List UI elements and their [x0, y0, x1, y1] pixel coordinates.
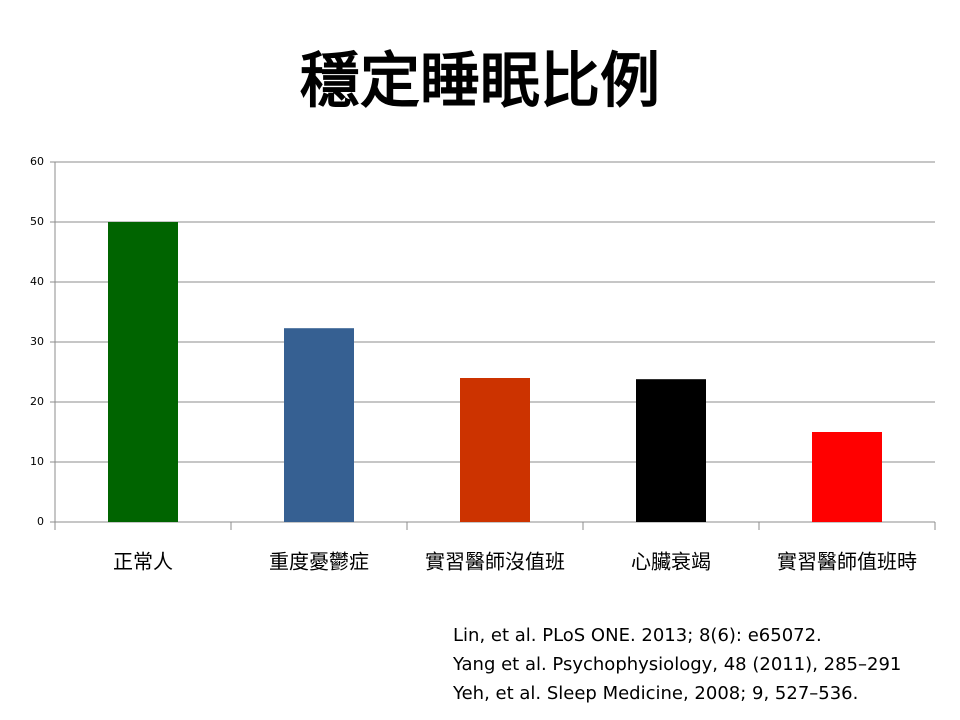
y-tick-label: 30 [30, 335, 44, 348]
bar [460, 378, 530, 522]
bar [812, 432, 882, 522]
x-tick-label: 心臟衰竭 [631, 550, 711, 574]
citation: Lin, et al. PLoS ONE. 2013; 8(6): e65072… [453, 625, 822, 646]
bar [108, 222, 178, 522]
chart-title: 穩定睡眠比例 [300, 47, 660, 117]
citation: Yang et al. Psychophysiology, 48 (2011),… [452, 654, 901, 675]
x-tick-label: 重度憂鬱症 [269, 550, 369, 574]
y-tick-label: 10 [30, 455, 44, 468]
x-tick-label: 正常人 [113, 550, 173, 574]
bar [636, 379, 706, 522]
bar [284, 328, 354, 522]
y-tick-label: 40 [30, 275, 44, 288]
y-tick-label: 50 [30, 215, 44, 228]
x-tick-label: 實習醫師值班時 [777, 550, 917, 574]
y-tick-label: 20 [30, 395, 44, 408]
citation: Yeh, et al. Sleep Medicine, 2008; 9, 527… [452, 683, 858, 704]
x-tick-label: 實習醫師沒值班 [425, 550, 565, 574]
y-tick-label: 60 [30, 155, 44, 168]
y-tick-label: 0 [37, 515, 44, 528]
